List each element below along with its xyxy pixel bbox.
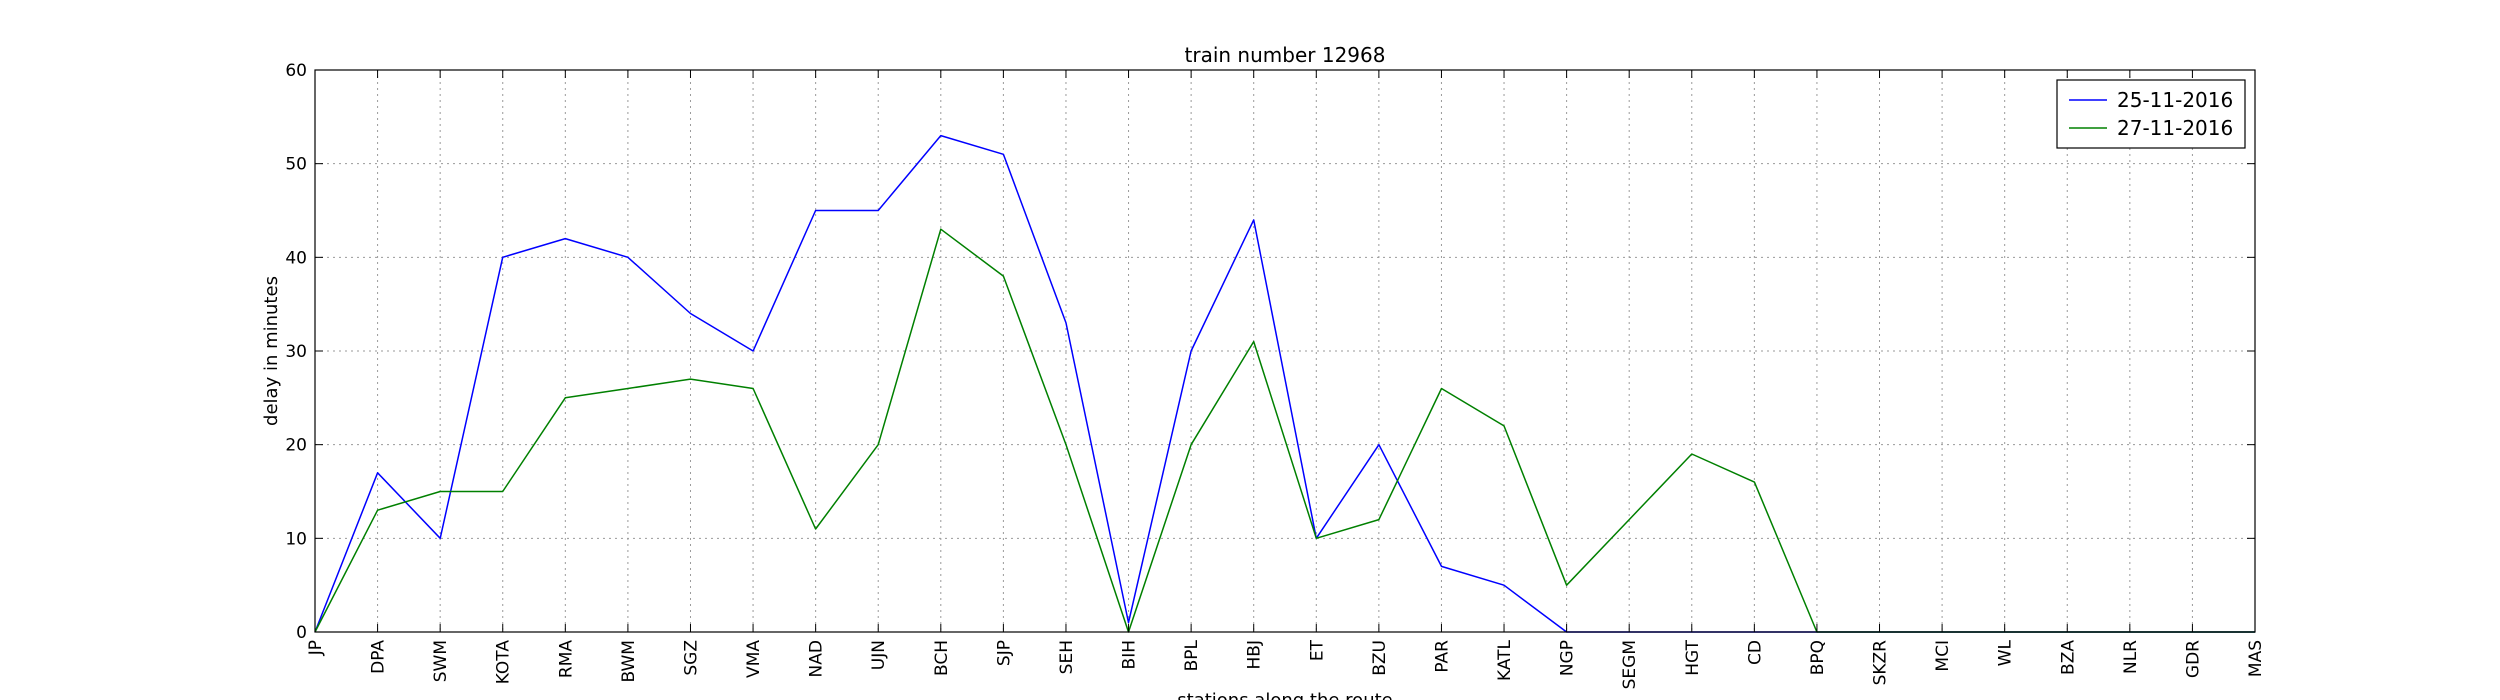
y-tick-label: 10	[285, 529, 307, 549]
x-tick-label: VMA	[744, 640, 764, 678]
x-tick-label: NLR	[2121, 640, 2141, 674]
x-tick-label: UJN	[869, 640, 889, 670]
x-tick-label: SGZ	[681, 640, 701, 676]
y-axis: 0 10 20 30 40 50 60	[285, 61, 2255, 643]
series-line-2	[314, 228, 2255, 633]
y-tick-label: 60	[285, 61, 307, 81]
x-tick-label: BWM	[619, 640, 639, 683]
grid	[315, 70, 2255, 632]
y-tick-label: 50	[285, 155, 307, 175]
x-tick-label: HGT	[1683, 639, 1703, 675]
x-tick-label: NGP	[1558, 640, 1578, 676]
plot-frame	[314, 69, 2256, 633]
x-tick-label: BIH	[1120, 640, 1140, 669]
x-tick-label: SJP	[994, 640, 1014, 666]
x-tick-label: BZU	[1370, 640, 1390, 676]
x-tick-label: ET	[1307, 639, 1327, 661]
x-tick-label: SKZR	[1871, 640, 1891, 686]
x-tick-label: SEGM	[1620, 640, 1640, 689]
chart-title: train number 12968	[1185, 43, 1386, 67]
y-tick-label: 40	[285, 248, 307, 268]
x-tick-label: BZA	[2058, 640, 2078, 675]
x-tick-label: NAD	[807, 640, 827, 677]
x-tick-label: CD	[1745, 640, 1765, 665]
x-tick-label: PAR	[1432, 640, 1452, 673]
y-axis-title: delay in minutes	[261, 276, 282, 426]
legend-box	[2056, 79, 2246, 149]
legend-label: 25-11-2016	[2117, 88, 2233, 112]
y-tick-label: 0	[296, 623, 307, 643]
legend: 25-11-2016 27-11-2016	[2056, 79, 2246, 149]
series-layer	[314, 134, 2255, 633]
x-axis: JP DPA SWM KOTA RMA BWM SGZ VMA NAD UJN BCH SJP SEH B…	[306, 70, 2266, 689]
y-tick-label: 30	[285, 342, 307, 362]
y-tick-label: 20	[285, 436, 307, 456]
series-line-1	[314, 134, 2255, 633]
x-tick-label: BPQ	[1808, 640, 1828, 675]
x-tick-label: KATL	[1495, 639, 1515, 681]
x-tick-label: SEH	[1057, 640, 1077, 674]
x-tick-label: GDR	[2183, 640, 2203, 678]
x-tick-label: MCI	[1933, 640, 1953, 672]
x-tick-label: SWM	[431, 640, 451, 682]
x-tick-label: HBJ	[1245, 640, 1265, 669]
x-tick-label: JP	[306, 640, 326, 656]
x-tick-label: MAS	[2246, 640, 2266, 677]
x-tick-label: RMA	[556, 640, 576, 678]
x-tick-label: WL	[1996, 639, 2016, 666]
x-tick-label: BPL	[1182, 639, 1202, 671]
x-tick-label: BCH	[932, 640, 952, 676]
x-axis-title: stations along the route	[1177, 690, 1392, 700]
legend-label: 27-11-2016	[2117, 116, 2233, 140]
x-tick-label: DPA	[369, 640, 389, 674]
x-tick-label: KOTA	[494, 640, 514, 685]
